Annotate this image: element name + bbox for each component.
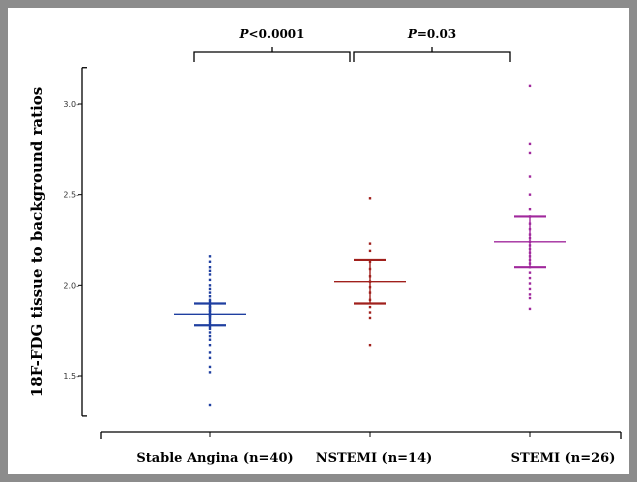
axes: 1.5- 2.0- 2.5- 3.0- Stable Angina (n=40) NSTE… — [63, 67, 622, 466]
data-point — [368, 305, 372, 309]
data-point — [208, 371, 212, 374]
data-point — [528, 287, 532, 291]
y-tick-label: 2.0- — [63, 281, 79, 290]
data-point — [208, 291, 212, 294]
data-point — [368, 343, 372, 347]
data-point — [208, 287, 212, 291]
group-0 — [174, 255, 246, 407]
data-point — [208, 356, 212, 360]
data-point — [208, 327, 212, 331]
y-axis-label: 18F-FDG tissue to background ratios — [28, 87, 46, 397]
data-point — [208, 278, 212, 282]
data-point — [208, 338, 212, 341]
data-point — [208, 351, 212, 354]
data-point — [368, 316, 372, 320]
data-point — [208, 343, 212, 347]
plot-marks — [174, 84, 566, 407]
data-point — [368, 249, 372, 253]
p-value-label: P<0.0001 — [238, 27, 304, 41]
data-point — [208, 331, 212, 334]
significance-bracket — [353, 47, 511, 62]
data-point — [528, 175, 532, 178]
data-point — [528, 142, 532, 146]
data-point — [208, 273, 212, 276]
data-point — [528, 151, 532, 155]
data-point — [208, 298, 212, 302]
significance-bracket — [193, 47, 351, 62]
x-category-label: Stable Angina (n=40) — [136, 451, 293, 466]
p-value-label: P=0.03 — [407, 27, 456, 41]
data-point — [528, 84, 532, 88]
data-point — [368, 242, 372, 245]
data-point — [528, 307, 532, 311]
y-tick-label: 2.5- — [63, 191, 79, 200]
significance-annotations: P<0.0001 P=0.03 — [193, 27, 511, 62]
data-point — [528, 293, 532, 296]
data-point — [208, 266, 212, 269]
data-point — [528, 271, 532, 274]
data-point — [528, 282, 532, 285]
data-point — [528, 296, 532, 300]
y-tick-label: 1.5- — [63, 372, 79, 381]
data-point — [208, 269, 212, 273]
data-point — [368, 197, 372, 200]
group-2 — [494, 84, 566, 311]
data-point — [208, 403, 212, 407]
data-point — [208, 260, 212, 263]
data-point — [208, 325, 212, 329]
data-point — [528, 276, 532, 280]
data-point — [368, 311, 372, 314]
data-point — [208, 365, 212, 369]
y-tick-label: 3.0- — [63, 100, 79, 109]
data-point — [528, 207, 532, 211]
data-point — [208, 284, 212, 287]
data-point — [208, 295, 212, 298]
data-point — [208, 255, 212, 258]
data-point — [208, 334, 212, 338]
data-point — [528, 193, 532, 196]
data-point — [208, 300, 212, 303]
x-category-label: NSTEMI (n=14) — [316, 451, 433, 466]
x-category-label: STEMI (n=26) — [511, 451, 616, 466]
group-1 — [334, 197, 406, 347]
